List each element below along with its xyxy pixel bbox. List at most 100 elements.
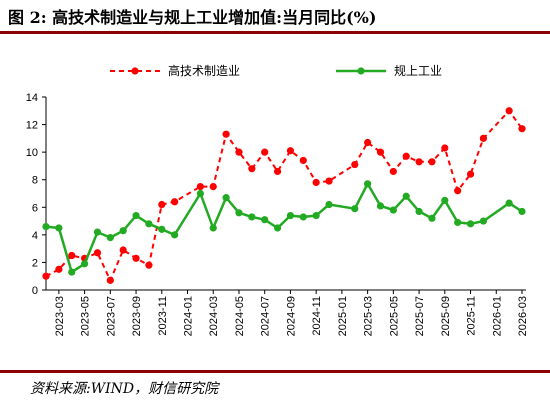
x-tick-label: 2023-05 — [80, 296, 92, 336]
x-tick-label: 2024-07 — [260, 296, 272, 336]
series-point — [454, 187, 462, 195]
x-tick-label: 2025-09 — [440, 296, 452, 336]
series-point — [209, 224, 217, 232]
legend-marker — [357, 67, 365, 75]
series-point — [42, 222, 50, 231]
series-point — [428, 214, 436, 222]
chart-series — [42, 107, 526, 284]
x-tick-label: 2024-05 — [234, 296, 246, 336]
series-point — [42, 272, 50, 280]
x-tick-label: 2026-03 — [517, 296, 529, 336]
series-point — [376, 148, 385, 156]
series-point — [351, 205, 359, 213]
legend-label: 高技术制造业 — [168, 63, 240, 78]
x-tick-label: 2023-11 — [157, 296, 169, 336]
series-point — [351, 160, 359, 169]
series-point — [325, 200, 333, 209]
x-tick-label: 2025-07 — [414, 296, 426, 336]
top-rule — [0, 31, 550, 34]
series-point — [273, 167, 282, 176]
y-tick-label: 4 — [32, 230, 38, 242]
y-tick-label: 6 — [32, 202, 38, 214]
series-point — [402, 152, 410, 160]
series-point — [325, 177, 333, 185]
series-point — [518, 207, 526, 216]
series-point — [466, 170, 475, 178]
x-tick-label: 2024-11 — [311, 296, 323, 336]
bottom-rule — [0, 370, 550, 373]
series-point — [286, 147, 295, 155]
series-point — [466, 220, 475, 228]
x-tick-label: 2024-01 — [183, 296, 195, 336]
series-point — [55, 265, 63, 273]
series-point — [364, 138, 372, 147]
legend-label: 规上工业 — [394, 63, 442, 78]
y-tick-label: 2 — [32, 257, 38, 269]
series-point — [145, 261, 153, 269]
x-tick-label: 2023-07 — [105, 296, 117, 336]
series-point — [196, 189, 204, 198]
series-point — [222, 130, 230, 138]
y-tick-label: 12 — [26, 120, 38, 132]
chart-axes: 0 2 4 6 8 10 12 14 2023-03 2023-05 2023-07 2023-09 2… — [26, 92, 529, 336]
series-point — [454, 218, 462, 227]
legend-marker — [131, 67, 139, 75]
series-point — [261, 216, 269, 224]
series-point — [441, 144, 449, 152]
series-point — [171, 198, 179, 206]
x-tick-label: 2024-09 — [285, 296, 297, 336]
series-point — [248, 213, 256, 221]
figure-title: 图 2: 高技术制造业与规上工业增加值:当月同比(%) — [8, 8, 377, 27]
series-point — [415, 158, 423, 166]
series-line — [45, 182, 523, 274]
series-point — [479, 134, 488, 142]
x-tick-label: 2025-05 — [388, 296, 400, 336]
series-point — [93, 228, 102, 236]
x-tick-label: 2024-03 — [208, 296, 220, 336]
x-tick-label: 2025-01 — [337, 296, 349, 336]
series-point — [261, 148, 269, 156]
series-point — [132, 254, 140, 262]
series-point — [119, 246, 127, 254]
series-line — [45, 109, 523, 282]
series-point — [68, 268, 76, 276]
series-point — [68, 251, 76, 260]
y-tick-label: 0 — [32, 285, 38, 297]
series-point — [441, 196, 449, 204]
series-point — [106, 276, 114, 284]
series-point — [389, 167, 397, 176]
series-point — [106, 234, 114, 242]
series-point — [415, 207, 423, 216]
x-tick-label: 2025-11 — [466, 296, 478, 336]
series-point — [55, 224, 63, 232]
x-tick-label: 2026-01 — [491, 296, 503, 336]
series-point — [376, 202, 385, 210]
series-point — [364, 180, 372, 188]
y-tick-label: 14 — [26, 92, 38, 104]
series-point — [312, 178, 320, 187]
series-point — [273, 224, 282, 232]
y-tick-label: 10 — [26, 147, 38, 159]
x-tick-label: 2025-03 — [363, 296, 375, 336]
series-point — [428, 158, 436, 166]
series-point — [93, 249, 102, 257]
series-point — [80, 260, 89, 268]
series-point — [145, 220, 153, 228]
series-point — [235, 148, 243, 156]
series-point — [505, 107, 513, 115]
series-point — [299, 213, 307, 221]
series-point — [248, 165, 256, 173]
chart-legend: 高技术制造业 规上工业 — [110, 63, 442, 78]
series-point — [132, 211, 140, 220]
series-point — [196, 183, 204, 191]
series-point — [402, 192, 410, 200]
series-point — [119, 227, 127, 235]
x-tick-label: 2023-03 — [54, 296, 66, 336]
series-point — [312, 211, 320, 220]
series-point — [479, 217, 488, 225]
series-point — [222, 194, 230, 202]
series-point — [299, 156, 307, 165]
x-tick-label: 2023-09 — [131, 296, 143, 336]
series-point — [286, 211, 295, 220]
series-point — [389, 206, 397, 214]
